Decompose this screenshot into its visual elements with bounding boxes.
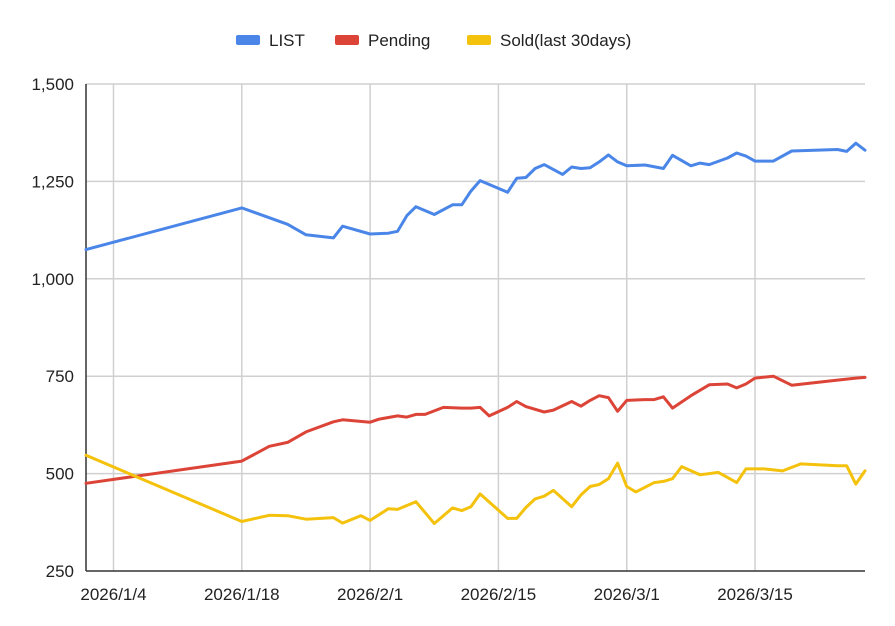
y-tick-label: 250 bbox=[46, 562, 74, 581]
series-line-1 bbox=[84, 141, 867, 252]
legend-swatch bbox=[236, 35, 260, 45]
x-tick-label: 2026/2/15 bbox=[461, 585, 537, 604]
x-tick-label: 2026/3/15 bbox=[717, 585, 793, 604]
x-tick-label: 2026/1/18 bbox=[204, 585, 280, 604]
series-line-3 bbox=[84, 453, 867, 525]
x-tick-label: 2026/1/4 bbox=[80, 585, 146, 604]
y-tick-label: 1,000 bbox=[31, 270, 74, 289]
tick-labels: 250 500 750 1,000 1,250 1,500 2026/1/4 2026/1/1… bbox=[31, 75, 792, 604]
legend-swatch bbox=[335, 35, 359, 45]
legend-label: LIST bbox=[269, 31, 305, 50]
legend: LIST Pending Sold(last 30days) bbox=[236, 31, 631, 50]
y-tick-label: 1,500 bbox=[31, 75, 74, 94]
legend-label: Pending bbox=[368, 31, 430, 50]
series-lines bbox=[84, 141, 867, 525]
legend-label: Sold(last 30days) bbox=[500, 31, 631, 50]
x-tick-label: 2026/3/1 bbox=[594, 585, 660, 604]
y-tick-label: 500 bbox=[46, 465, 74, 484]
y-tick-label: 1,250 bbox=[31, 172, 74, 191]
series-line-2 bbox=[84, 374, 867, 485]
axes bbox=[85, 84, 865, 572]
x-tick-label: 2026/2/1 bbox=[337, 585, 403, 604]
gridlines bbox=[86, 83, 865, 571]
y-tick-label: 750 bbox=[46, 367, 74, 386]
legend-swatch bbox=[467, 35, 491, 45]
